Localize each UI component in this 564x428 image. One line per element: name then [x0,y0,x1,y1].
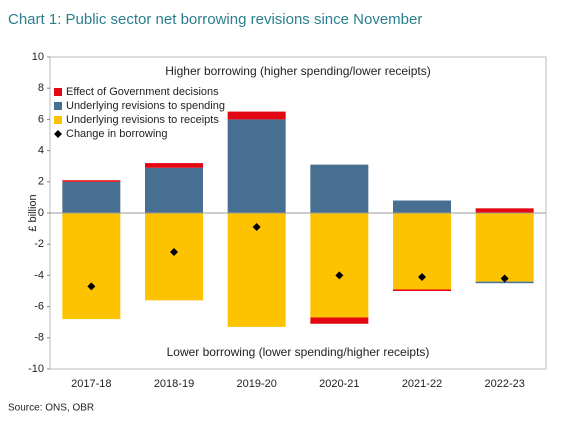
y-tick-label: 0 [38,207,44,219]
chart-title: Chart 1: Public sector net borrowing rev… [8,11,422,28]
bar-segment [62,181,121,213]
point [500,274,509,283]
x-tick-label: 2017-18 [71,378,111,390]
bar-segment [227,213,286,327]
bar-segment [145,167,203,213]
bar-segment [393,289,451,291]
y-tick-label: -10 [28,363,44,375]
legend-swatch [54,116,62,124]
y-tick-label: -2 [34,238,44,250]
bar-segment [475,208,534,213]
x-tick-label: 2022-23 [484,378,524,390]
y-tick-label: -8 [34,332,44,344]
bar-segment [62,180,121,182]
source: Source: ONS, OBR [8,403,94,414]
y-tick-label: -4 [34,269,44,281]
x-tick-label: 2018-19 [154,378,194,390]
x-tick-label: 2020-21 [319,378,359,390]
bar-segment [145,213,203,301]
annotation: Lower borrowing (lower spending/higher r… [167,345,430,359]
point [252,223,261,232]
bar-segment [475,213,534,282]
legend-label: Underlying revisions to receipts [66,114,219,126]
point [170,248,178,256]
point [335,271,344,280]
y-tick-label: 4 [38,145,44,157]
point [87,282,96,291]
bar-segment [145,163,203,168]
legend-label: Underlying revisions to spending [66,100,225,112]
bar-segment [310,317,369,324]
y-tick-label: 8 [38,82,44,94]
bar-segment [310,164,369,213]
bar-segment [310,213,369,318]
legend-swatch [54,102,62,110]
y-tick-label: 2 [38,176,44,188]
y-tick-label: 6 [38,113,44,125]
bar-segment [227,111,286,120]
legend-label: Change in borrowing [66,128,168,140]
y-tick-label: -6 [34,301,44,313]
point [418,272,426,281]
x-tick-label: 2021-22 [402,378,442,390]
annotation: Higher borrowing (higher spending/lower … [165,64,430,78]
legend-swatch [54,130,62,138]
legend-swatch [54,88,62,96]
y-axis-label: £ billion [27,194,39,231]
legend-label: Effect of Government decisions [66,86,219,98]
bar-segment [393,200,451,213]
bar-segment [227,119,286,213]
x-tick-label: 2019-20 [236,378,276,390]
y-tick-label: 10 [32,51,44,63]
bar-segment [62,213,121,320]
